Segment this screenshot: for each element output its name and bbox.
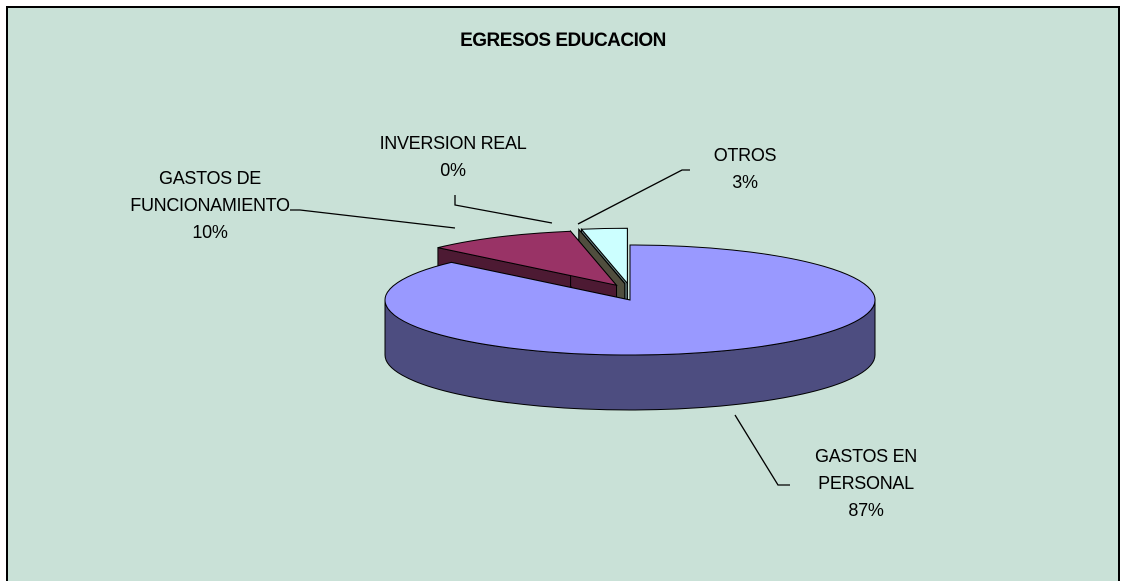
value-label: 3%: [732, 172, 758, 192]
leader-line: [290, 209, 456, 229]
slice-top: [580, 227, 628, 285]
slice-label: OTROS 3%: [670, 142, 820, 196]
slice-label: GASTOS EN PERSONAL 87%: [791, 443, 941, 524]
slice-top: [578, 229, 626, 284]
category-label: GASTOS DE FUNCIONAMIENTO: [130, 168, 290, 215]
value-label: 10%: [192, 222, 228, 242]
leader-line: [734, 414, 790, 486]
pie: [384, 227, 876, 411]
category-label: INVERSION REAL: [379, 133, 527, 153]
chart-title: EGRESOS EDUCACION: [460, 30, 666, 51]
slice-top: [437, 230, 618, 287]
slice-label: GASTOS DE FUNCIONAMIENTO 10%: [125, 165, 295, 246]
leader-line: [454, 195, 553, 224]
category-label: OTROS: [713, 145, 777, 165]
leader-line: [577, 169, 690, 225]
slice-label: INVERSION REAL 0%: [333, 130, 573, 184]
value-label: 87%: [848, 500, 884, 520]
slice: [384, 244, 876, 411]
value-label: 0%: [440, 160, 466, 180]
category-label: GASTOS EN PERSONAL: [815, 446, 917, 493]
leader-lines: [290, 169, 790, 486]
slice-top: [384, 244, 876, 356]
